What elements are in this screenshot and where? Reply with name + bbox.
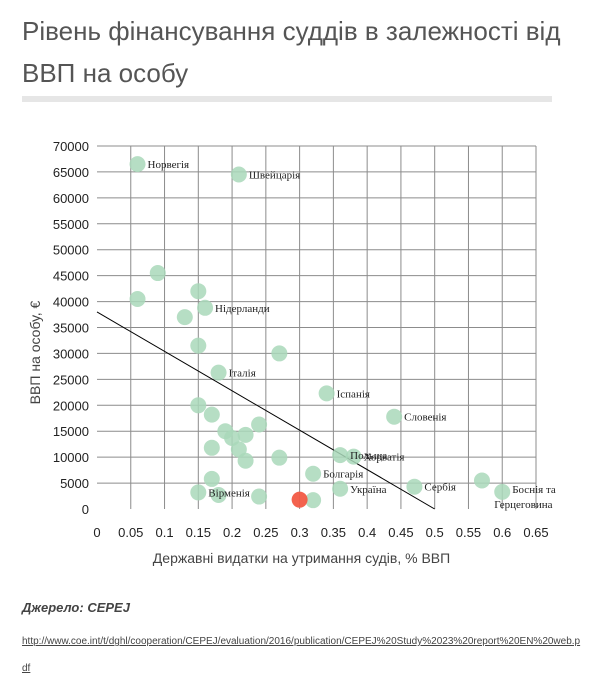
data-point [203,470,220,487]
data-point [197,299,214,316]
y-tick-label: 25000 [53,372,89,387]
point-label: Італія [229,368,256,380]
points-layer [129,156,511,509]
data-point [345,448,362,465]
point-label: Хорватія [364,452,405,464]
data-point-highlight [291,491,308,508]
data-point [190,283,207,300]
chart-title: Рівень фінансування суддів в залежності … [22,16,561,88]
point-label: Україна [350,484,386,496]
y-tick-label: 50000 [53,243,89,258]
data-point [406,478,423,495]
data-point [190,397,207,414]
point-label: Сербія [424,482,456,494]
point-label: Нідерланди [215,303,270,315]
data-point [494,483,511,500]
data-point [237,426,254,443]
x-tick-label: 0.45 [388,525,413,540]
y-tick-label: 55000 [53,217,89,232]
ticks-layer: 0 0.05 0.1 0.15 0.2 0.25 0.3 0.35 0.4 0.45 0.5 0.55… [53,139,549,540]
data-point [190,484,207,501]
point-label: Норвегія [148,159,190,171]
y-tick-label: 65000 [53,165,89,180]
data-point [237,452,254,469]
y-tick-label: 0 [82,502,89,517]
grid-layer [97,145,537,509]
data-point [271,449,288,466]
x-tick-label: 0.35 [321,525,346,540]
y-tick-label: 40000 [53,295,89,310]
data-point [332,447,349,464]
point-label: Іспанія [337,388,370,400]
source-label: Джерело: CEPEJ [22,600,130,615]
data-point [251,488,268,505]
y-tick-label: 5000 [60,476,89,491]
data-point [190,337,207,354]
title-divider [22,96,552,102]
point-label: Швейцарія [249,170,300,182]
y-tick-label: 10000 [53,450,89,465]
x-tick-label: 0.4 [358,525,376,540]
point-label: Словенія [404,412,446,424]
point-label: Вірменія [208,487,250,499]
data-point [230,166,247,183]
data-point [271,345,288,362]
data-point [318,385,335,402]
x-tick-label: 0.1 [155,525,173,540]
source-link[interactable]: http://www.coe.int/t/dghl/cooperation/CE… [22,636,581,674]
x-tick-label: 0 [93,525,100,540]
data-point [210,486,227,503]
x-tick-label: 0.5 [426,525,444,540]
data-point [305,492,322,509]
x-tick-label: 0.25 [253,525,278,540]
y-tick-label: 60000 [53,191,89,206]
x-tick-label: 0.05 [118,525,143,540]
labels-layer: Норвегія Швейцарія Нідерланди Італія Іспанія… [148,159,556,511]
y-tick-label: 35000 [53,321,89,336]
data-point [332,480,349,497]
scatter-chart: Норвегія Швейцарія Нідерланди Італія Іспанія… [27,139,556,566]
data-point [129,156,146,173]
point-label: Польща [350,450,387,462]
x-tick-label: 0.2 [223,525,241,540]
data-point [149,265,166,282]
data-point [473,472,490,489]
data-point [386,408,403,425]
data-point [176,309,193,326]
data-point [203,406,220,423]
data-point [129,290,146,307]
data-point [251,416,268,433]
point-label: Болгарія [323,469,363,481]
data-point [305,465,322,482]
y-tick-label: 45000 [53,269,89,284]
y-tick-label: 30000 [53,346,89,361]
x-tick-label: 0.65 [523,525,548,540]
point-label: Боснія та Герцеговина [494,484,556,511]
y-tick-label: 70000 [53,139,89,154]
x-tick-label: 0.6 [493,525,511,540]
x-axis-title: Державні видатки на утримання судів, % В… [153,550,450,566]
y-tick-label: 15000 [53,424,89,439]
trend-line [96,311,435,510]
data-point [203,439,220,456]
x-tick-label: 0.15 [186,525,211,540]
y-axis-title: ВВП на особу, € [27,300,43,404]
x-tick-label: 0.55 [456,525,481,540]
y-tick-label: 20000 [53,398,89,413]
data-point [210,364,227,381]
x-tick-label: 0.3 [291,525,309,540]
